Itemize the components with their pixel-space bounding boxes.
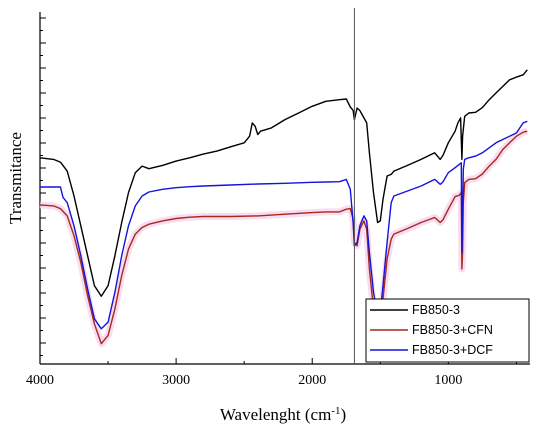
series-line-1 [39,130,528,345]
legend: FB850-3 FB850-3+CFN FB850-3+DCF [365,298,530,363]
series-layer [39,69,529,348]
y-axis-ticks [40,17,46,356]
legend-label-1: FB850-3+CFN [412,323,493,337]
x-axis-title-sup: -1 [331,405,340,417]
y-axis-title: Transmitance [6,132,25,224]
x-tick-label: 3000 [162,373,190,388]
x-axis-ticks: 4000 3000 2000 1000 [26,358,517,388]
legend-label-0: FB850-3 [412,303,460,317]
x-tick-label: 1000 [434,373,462,388]
x-axis-title: Wavelenght (cm-1) [220,405,346,424]
series-line-2 [40,120,528,330]
legend-label-2: FB850-3+DCF [412,343,493,357]
x-tick-label: 2000 [298,373,326,388]
series-line-0 [39,69,528,297]
x-axis-title-close: ) [340,405,346,424]
x-tick-label: 4000 [26,373,54,388]
x-axis-title-main: Wavelenght (cm [220,405,331,424]
